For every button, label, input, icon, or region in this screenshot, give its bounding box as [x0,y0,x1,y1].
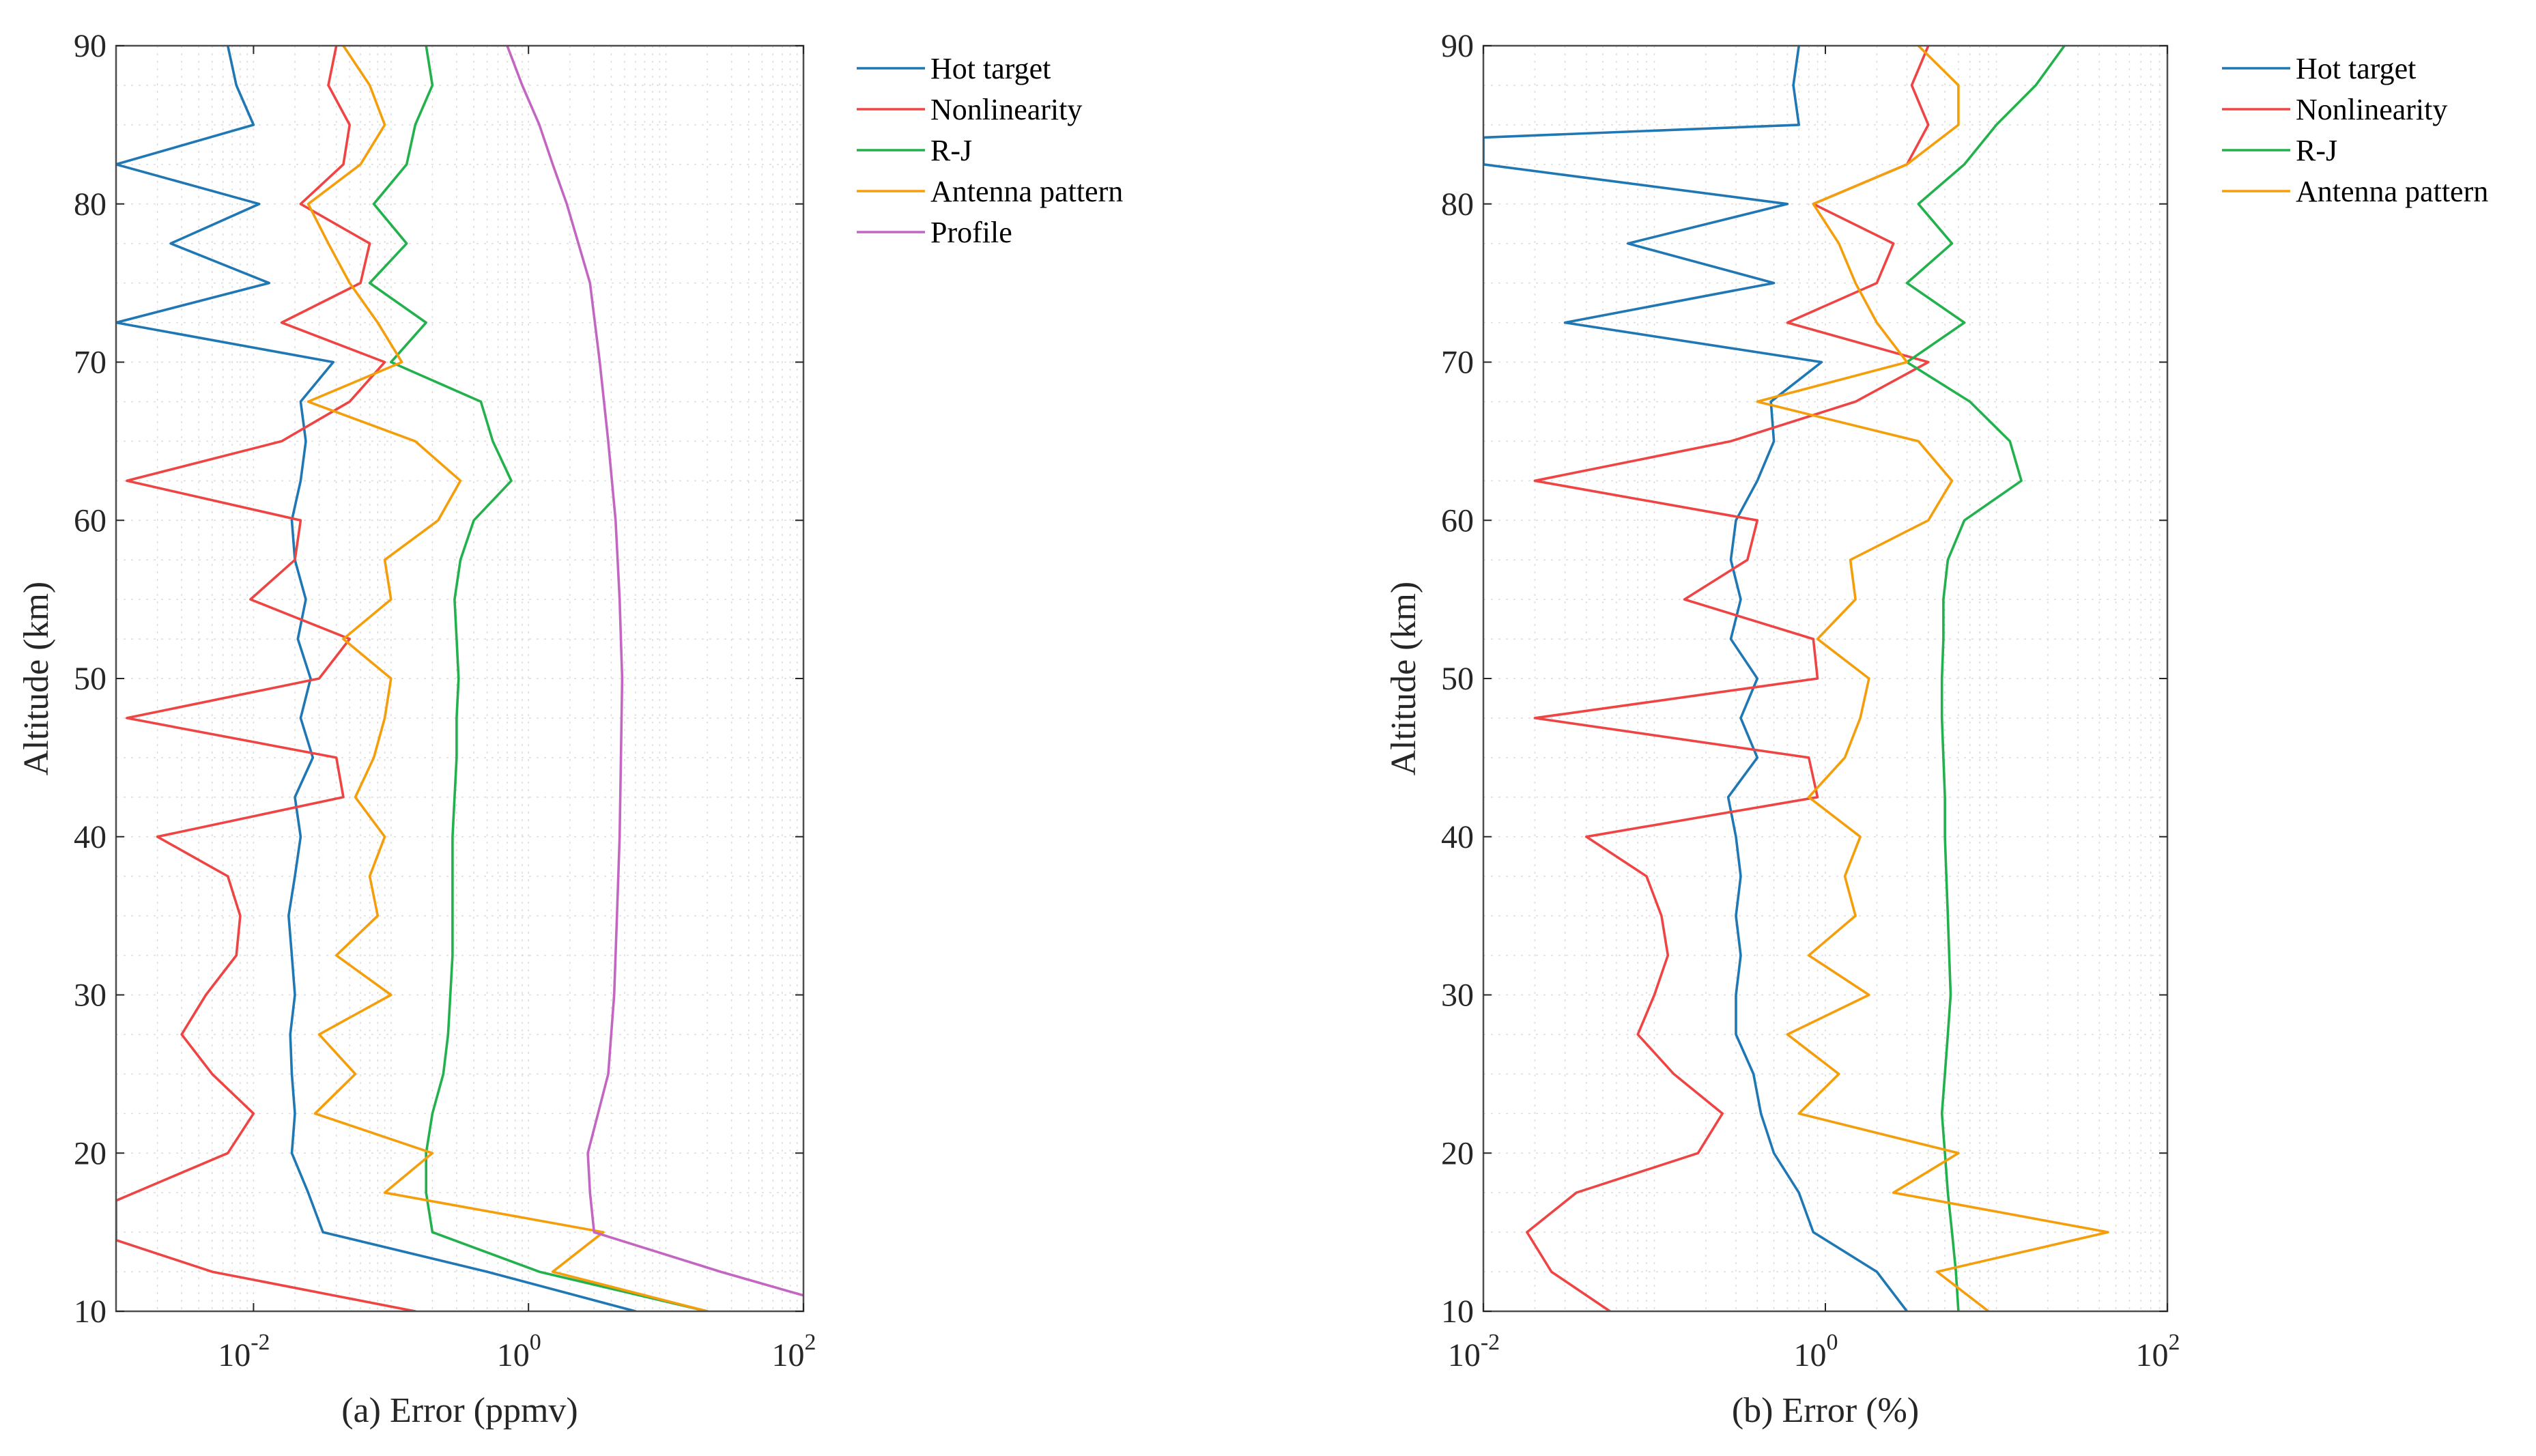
y-tick-label: 40 [74,819,106,855]
panel-b-legend: Hot target Nonlinearity R-J Antenna pattern [2222,52,2488,208]
x-tick-label: 10-2 [1448,1330,1500,1373]
x-tick-label: 102 [772,1330,816,1373]
legend-entry-label: R-J [2296,134,2337,167]
legend-entry-label: Nonlinearity [2296,93,2447,126]
x-tick-exponent: 0 [530,1330,541,1355]
legend-entry-label: Hot target [930,52,1051,85]
y-tick-label: 80 [1441,186,1474,223]
panel-a-x-axis-label: (a) Error (ppmv) [341,1391,578,1430]
legend-entry-label: Hot target [2296,52,2416,85]
y-tick-label: 90 [1441,28,1474,64]
legend-entry-label: Antenna pattern [930,175,1123,208]
legend-entry-label: R-J [930,134,972,167]
series-line-profile [506,46,803,1297]
x-tick-exponent: -2 [1481,1330,1500,1355]
legend-entry-label: Antenna pattern [2296,175,2488,208]
y-tick-label: 60 [74,502,106,539]
legend-entry-label: Nonlinearity [930,93,1082,126]
y-tick-label: 70 [1441,345,1474,381]
series-line-r-j [368,46,709,1311]
series-line-hot-target [116,46,637,1311]
panel-a-series [116,46,803,1311]
series-line-antenna-pattern [1756,46,2109,1311]
series-line-hot-target [1483,46,1909,1311]
x-tick-exponent: 2 [2169,1330,2180,1355]
panel-b-y-axis-label: Altitude (km) [1384,582,1423,776]
y-tick-label: 40 [1441,819,1474,855]
series-line-nonlinearity [1526,46,1930,1311]
x-tick-label: 100 [497,1330,541,1373]
y-tick-label: 20 [1441,1135,1474,1171]
series-line-r-j [1905,46,2066,1311]
legend-entry-label: Profile [930,216,1012,249]
x-tick-exponent: 2 [805,1330,816,1355]
series-line-antenna-pattern [307,46,709,1311]
panel-a-y-axis-label: Altitude (km) [17,582,56,776]
panel-b-series [1483,46,2109,1311]
y-tick-label: 10 [74,1294,106,1330]
x-tick-label: 10-2 [218,1330,270,1373]
x-tick-label: 100 [1794,1330,1838,1373]
panel-a-gridlines [116,46,803,1311]
y-tick-label: 90 [74,28,106,64]
y-tick-label: 50 [74,661,106,697]
panel-b-x-axis-label: (b) Error (%) [1732,1391,1919,1430]
panel-a-legend: Hot target Nonlinearity R-J Antenna pattern… [857,52,1123,249]
x-tick-label: 102 [2136,1330,2180,1373]
series-line-nonlinearity [116,46,417,1311]
y-tick-label: 50 [1441,661,1474,697]
y-tick-label: 10 [1441,1294,1474,1330]
x-tick-exponent: -2 [251,1330,270,1355]
y-tick-label: 60 [1441,502,1474,539]
y-tick-label: 70 [74,345,106,381]
y-tick-label: 30 [74,977,106,1014]
panel-b-gridlines [1483,46,2167,1311]
y-tick-label: 80 [74,186,106,223]
y-tick-label: 20 [74,1135,106,1171]
x-tick-exponent: 0 [1827,1330,1838,1355]
y-tick-label: 30 [1441,977,1474,1014]
